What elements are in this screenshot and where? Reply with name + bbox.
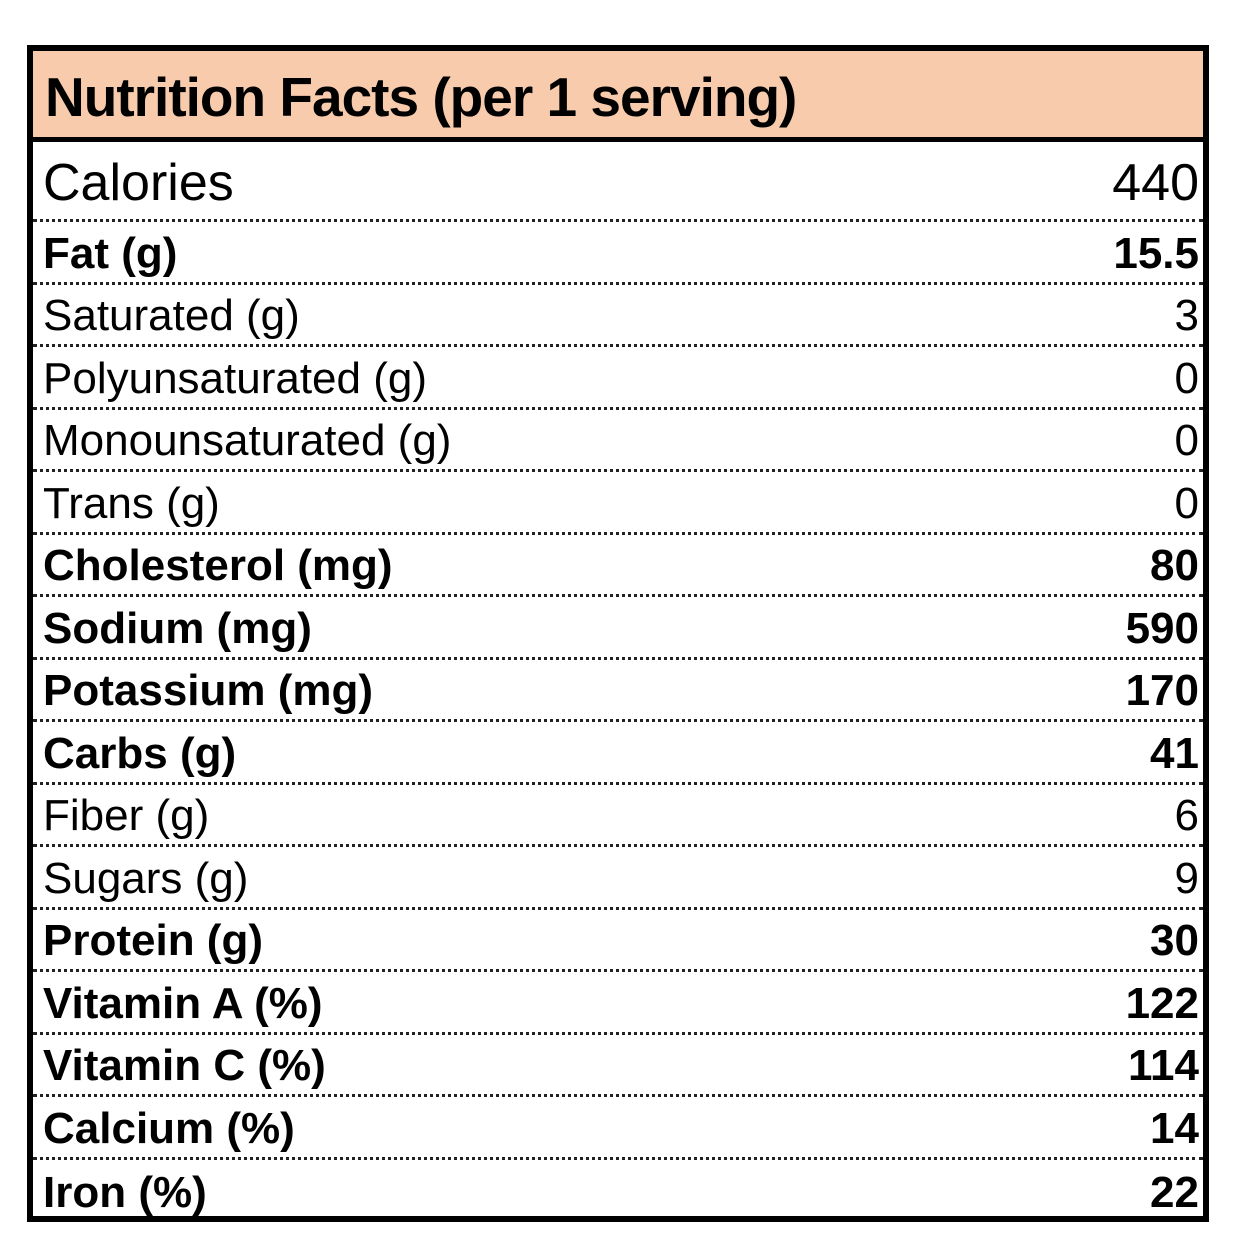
table-row: Sugars (g) 9 xyxy=(33,847,1203,910)
table-row: Fiber (g) 6 xyxy=(33,785,1203,847)
nutrient-value: 3 xyxy=(1174,291,1199,341)
table-row: Trans (g) 0 xyxy=(33,472,1203,535)
nutrient-value: 0 xyxy=(1174,416,1199,466)
table-row: Calories 440 xyxy=(33,142,1203,222)
nutrient-value: 440 xyxy=(1112,153,1199,212)
nutrient-label: Monounsaturated (g) xyxy=(43,416,452,466)
table-row: Vitamin A (%) 122 xyxy=(33,972,1203,1035)
nutrient-label: Iron (%) xyxy=(43,1167,207,1217)
nutrient-label: Potassium (mg) xyxy=(43,666,374,716)
nutrient-label: Fat (g) xyxy=(43,228,178,278)
nutrient-label: Polyunsaturated (g) xyxy=(43,353,427,403)
nutrient-label: Saturated (g) xyxy=(43,291,300,341)
nutrient-label: Vitamin A (%) xyxy=(43,978,323,1028)
table-title: Nutrition Facts (per 1 serving) xyxy=(45,66,797,128)
nutrient-label: Calcium (%) xyxy=(43,1103,295,1153)
nutrient-value: 9 xyxy=(1174,853,1199,903)
table-row: Carbs (g) 41 xyxy=(33,722,1203,785)
nutrient-value: 0 xyxy=(1174,478,1199,528)
nutrient-value: 30 xyxy=(1150,916,1199,966)
table-row: Fat (g) 15.5 xyxy=(33,222,1203,285)
table-row: Calcium (%) 14 xyxy=(33,1097,1203,1160)
table-row: Vitamin C (%) 114 xyxy=(33,1035,1203,1097)
nutrient-value: 114 xyxy=(1128,1041,1199,1091)
nutrient-label: Sodium (mg) xyxy=(43,603,312,653)
nutrient-label: Fiber (g) xyxy=(43,791,210,841)
nutrient-label: Carbs (g) xyxy=(43,728,237,778)
nutrient-value: 15.5 xyxy=(1113,228,1199,278)
nutrient-label: Vitamin C (%) xyxy=(43,1041,326,1091)
nutrient-label: Sugars (g) xyxy=(43,853,249,903)
nutrient-value: 80 xyxy=(1150,541,1199,591)
nutrient-label: Calories xyxy=(43,153,234,212)
nutrient-value: 590 xyxy=(1125,603,1199,653)
table-row: Cholesterol (mg) 80 xyxy=(33,535,1203,597)
table-row: Potassium (mg) 170 xyxy=(33,660,1203,722)
nutrient-value: 6 xyxy=(1174,791,1199,841)
nutrient-value: 14 xyxy=(1150,1103,1199,1153)
nutrient-label: Cholesterol (mg) xyxy=(43,541,393,591)
table-row: Monounsaturated (g) 0 xyxy=(33,410,1203,472)
nutrient-value: 0 xyxy=(1174,353,1199,403)
nutrient-value: 41 xyxy=(1150,728,1199,778)
nutrition-rows: Calories 440 Fat (g) 15.5 Saturated (g) 3 Poly… xyxy=(33,142,1203,1222)
table-row: Sodium (mg) 590 xyxy=(33,597,1203,660)
table-row: Protein (g) 30 xyxy=(33,910,1203,972)
table-row: Iron (%) 22 xyxy=(33,1160,1203,1223)
nutrient-label: Protein (g) xyxy=(43,916,263,966)
nutrient-value: 122 xyxy=(1125,978,1199,1028)
table-row: Saturated (g) 3 xyxy=(33,285,1203,347)
nutrient-value: 22 xyxy=(1150,1167,1199,1217)
nutrition-facts-table: Nutrition Facts (per 1 serving) Calories… xyxy=(27,45,1209,1222)
nutrient-label: Trans (g) xyxy=(43,478,220,528)
table-row: Polyunsaturated (g) 0 xyxy=(33,347,1203,410)
nutrient-value: 170 xyxy=(1125,666,1199,716)
table-header: Nutrition Facts (per 1 serving) xyxy=(33,51,1203,142)
